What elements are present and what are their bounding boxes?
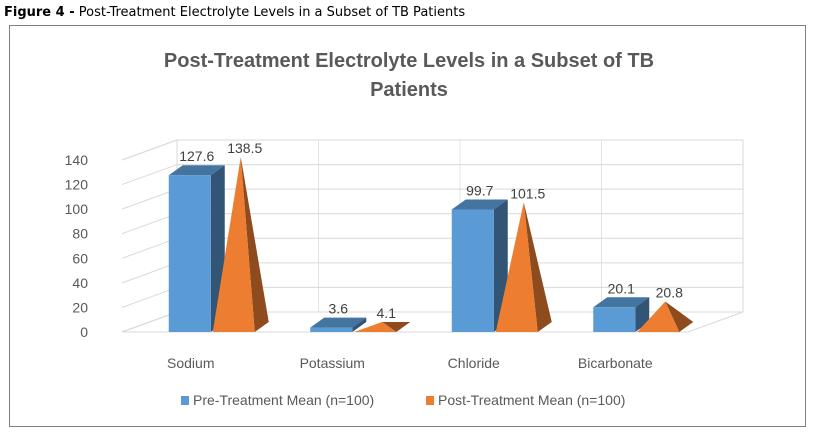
data-labels: 127.6 138.5 3.6 4.1 99.7 101.5 20.1 20.8 — [179, 140, 683, 321]
pyramid-side — [523, 202, 552, 332]
data-label: 99.7 — [466, 183, 493, 199]
bar-front — [451, 209, 494, 332]
category-label: Sodium — [167, 355, 214, 371]
pyramid-side — [240, 156, 269, 332]
data-label: 138.5 — [227, 140, 262, 156]
pyramid-front — [212, 156, 255, 332]
figure-caption: Figure 4 - Post-Treatment Electrolyte Le… — [4, 5, 465, 20]
legend-label: Post-Treatment Mean (n=100) — [438, 392, 625, 408]
data-label: 20.8 — [656, 284, 683, 300]
x-axis-categories: Sodium Potassium Chloride Bicarbonate — [167, 355, 653, 371]
pyramid-side — [382, 321, 411, 332]
pyramid-front — [637, 301, 680, 332]
y-tick-label: 100 — [65, 201, 89, 217]
y-tick-label: 120 — [65, 177, 89, 193]
bar-top — [168, 165, 225, 176]
bar-front — [310, 327, 353, 332]
data-label: 3.6 — [329, 301, 349, 317]
legend-swatch — [426, 396, 434, 405]
data-label: 101.5 — [510, 185, 545, 201]
gridline — [121, 164, 743, 186]
chart-title-line1: Post-Treatment Electrolyte Levels in a S… — [164, 50, 654, 72]
category-label: Chloride — [448, 355, 500, 371]
y-tick-label: 60 — [72, 250, 88, 266]
pyramid-front — [354, 321, 397, 332]
legend-swatch — [181, 396, 189, 405]
chart-bars — [168, 156, 694, 332]
figure-caption-text: Post-Treatment Electrolyte Levels in a S… — [78, 5, 466, 20]
data-label: 4.1 — [377, 305, 397, 321]
y-tick-label: 40 — [72, 275, 88, 291]
y-axis-ticks: 0 20 40 60 80 100 120 140 — [65, 152, 89, 340]
category-label: Potassium — [300, 355, 365, 371]
data-label: 20.1 — [608, 280, 635, 296]
chart-legend: Pre-Treatment Mean (n=100) Post-Treatment… — [181, 392, 625, 408]
figure-caption-prefix: Figure 4 - — [4, 5, 75, 20]
y-tick-label: 140 — [65, 152, 89, 168]
y-tick-label: 0 — [80, 324, 88, 340]
legend-label: Pre-Treatment Mean (n=100) — [193, 392, 374, 408]
bar-top — [310, 317, 367, 328]
bar-front — [593, 307, 636, 332]
data-label: 127.6 — [179, 148, 214, 164]
bar-top — [593, 297, 650, 308]
pyramid-front — [495, 202, 538, 332]
bar-side — [352, 317, 367, 332]
y-tick-label: 20 — [72, 299, 88, 315]
pyramid-side — [665, 301, 694, 332]
chart-title-line2: Patients — [370, 79, 448, 101]
bar-top — [451, 199, 508, 210]
gridline — [121, 139, 743, 161]
bar-front — [168, 175, 211, 332]
category-label: Bicarbonate — [578, 355, 653, 371]
y-tick-label: 80 — [72, 226, 88, 242]
